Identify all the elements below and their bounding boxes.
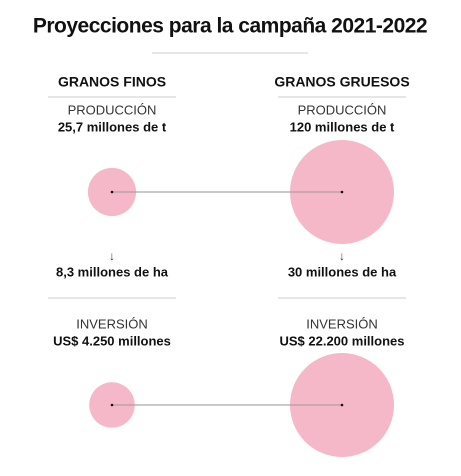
- center-dot: [340, 190, 344, 194]
- center-dot: [110, 403, 114, 407]
- area-value: 30 millones de ha: [288, 264, 397, 279]
- production-label: PRODUCCIÓN: [68, 102, 157, 117]
- investment-value: US$ 4.250 millones: [53, 333, 171, 348]
- production-value: 25,7 millones de t: [58, 119, 167, 134]
- arrow: ↓: [109, 249, 115, 263]
- area-value: 8,3 millones de ha: [56, 264, 169, 279]
- center-dot: [340, 403, 344, 407]
- investment-label: INVERSIÓN: [306, 316, 378, 331]
- investment-label: INVERSIÓN: [76, 316, 148, 331]
- production-value: 120 millones de t: [290, 119, 395, 134]
- center-dot: [110, 190, 114, 194]
- arrow: ↓: [339, 249, 345, 263]
- title: Proyecciones para la campaña 2021-2022: [33, 15, 427, 38]
- investment-value: US$ 22.200 millones: [279, 333, 404, 348]
- production-label: PRODUCCIÓN: [298, 102, 387, 117]
- column-heading: GRANOS FINOS: [58, 74, 166, 90]
- column-heading: GRANOS GRUESOS: [274, 74, 409, 90]
